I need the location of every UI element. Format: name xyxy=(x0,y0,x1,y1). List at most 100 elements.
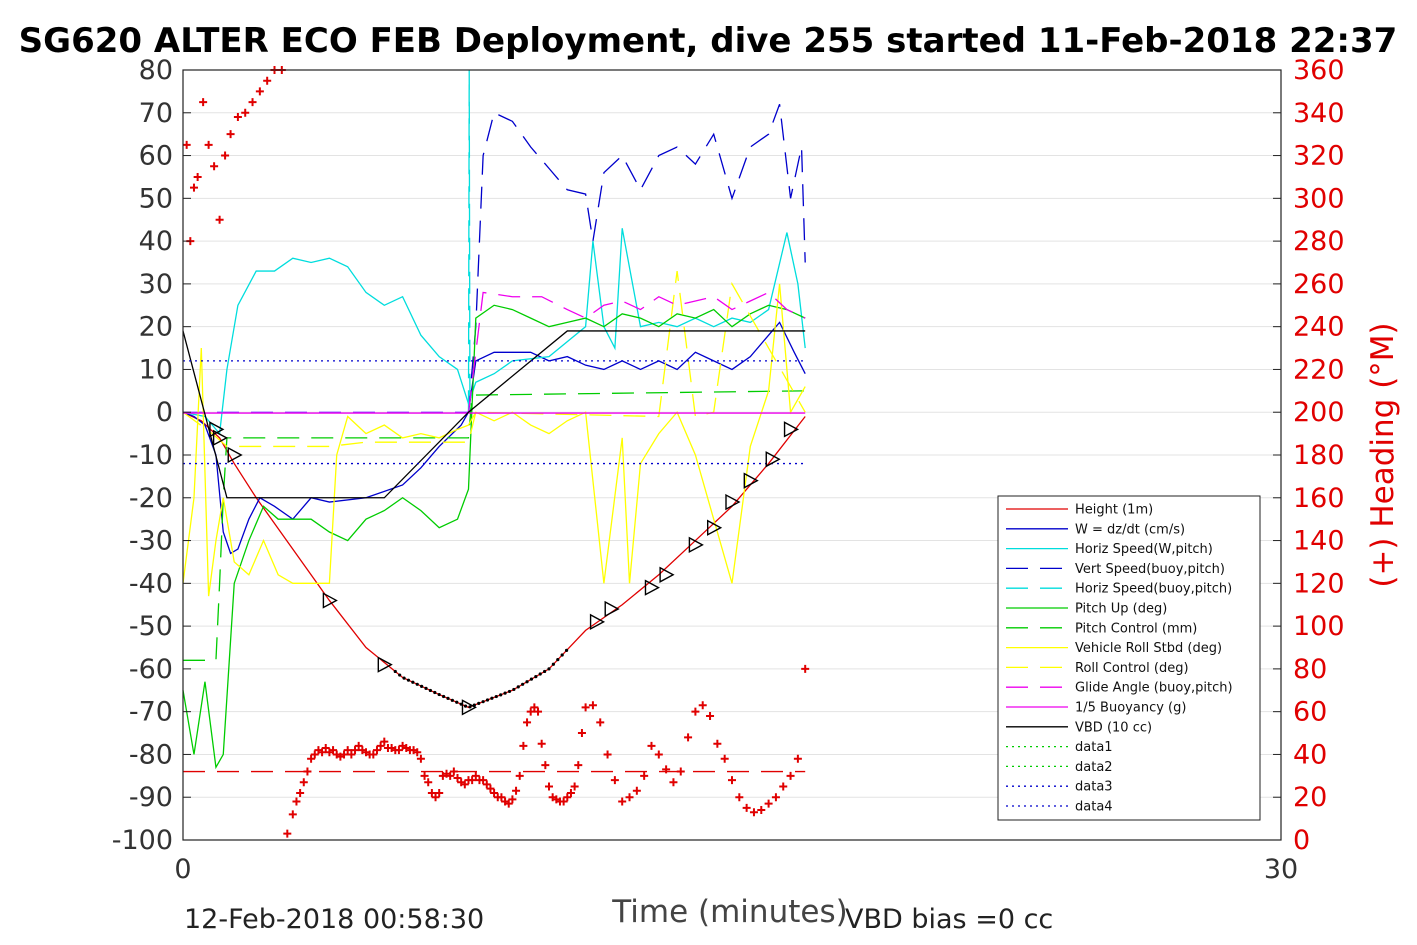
heading-point xyxy=(413,748,422,757)
right-tick-label: 120 xyxy=(1293,568,1345,599)
heading-point xyxy=(574,761,583,770)
legend-label: data4 xyxy=(1075,800,1113,815)
bottom-sample-point xyxy=(547,667,551,671)
bottom-sample-point xyxy=(507,689,512,694)
legend-label: Roll Control (deg) xyxy=(1075,661,1189,676)
heading-point xyxy=(460,780,469,789)
heading-point xyxy=(318,748,327,757)
heading-point xyxy=(380,737,389,746)
right-tick-label: 100 xyxy=(1293,611,1345,642)
x-tick-label: 0 xyxy=(174,854,191,885)
heading-point xyxy=(764,799,773,808)
right-tick-label: 280 xyxy=(1293,226,1345,257)
legend: Height (1m) W = dz/dt (cm/s) Horiz Speed(W… xyxy=(997,495,1261,821)
depth-marker xyxy=(212,429,229,447)
heading-point xyxy=(299,778,308,787)
bottom-sample-point xyxy=(393,669,397,674)
heading-point xyxy=(530,703,539,712)
heading-point xyxy=(283,829,292,838)
heading-point xyxy=(468,776,477,785)
left-tick-label: 60 xyxy=(139,141,173,172)
legend-label: Height (1m) xyxy=(1075,503,1153,518)
heading-point xyxy=(596,718,605,727)
heading-point xyxy=(263,76,272,85)
footer-vbd-bias: VBD bias =0 cc xyxy=(845,904,1053,935)
heading-point xyxy=(424,778,433,787)
heading-point xyxy=(523,718,532,727)
bottom-sample-point xyxy=(521,682,525,686)
heading-point xyxy=(541,761,550,770)
bottom-sample-point xyxy=(398,673,402,677)
heading-point xyxy=(684,733,693,742)
legend-box xyxy=(997,495,1261,821)
right-tick-label: 40 xyxy=(1293,739,1327,770)
heading-point xyxy=(563,793,572,802)
bottom-sample-point xyxy=(463,704,468,708)
left-tick-label: 10 xyxy=(139,354,173,385)
bottom-sample-point xyxy=(446,696,450,701)
heading-point xyxy=(720,754,729,763)
series-layer xyxy=(182,66,810,838)
right-axis-label: (+) Heading (°M) xyxy=(1365,322,1401,587)
bottom-sample-point xyxy=(437,692,441,697)
left-axis-ticks: 80 70 60 50 40 30 20 10 0 -10 -20 -30 -40 -50 -60 -70 -8… xyxy=(112,55,191,856)
heading-point xyxy=(449,767,458,776)
heading-point xyxy=(307,754,316,763)
legend-label: Glide Angle (buoy,pitch) xyxy=(1075,681,1233,696)
left-tick-label: -50 xyxy=(129,611,173,642)
heading-point xyxy=(255,87,264,96)
bottom-sample-point xyxy=(450,698,454,702)
x-axis-label: Time (minutes) xyxy=(611,894,847,930)
left-tick-label: 20 xyxy=(139,312,173,343)
depth-marker xyxy=(707,519,723,536)
heading-point xyxy=(566,788,575,797)
heading-point xyxy=(182,140,191,149)
bottom-sample-point xyxy=(411,680,415,684)
bottom-sample-point xyxy=(551,662,555,666)
heading-point xyxy=(486,784,495,793)
left-tick-label: -30 xyxy=(129,526,173,557)
bottom-sample-point xyxy=(503,691,507,695)
series-line-pitch-control-mm xyxy=(183,390,806,661)
heading-point xyxy=(226,130,235,139)
right-tick-label: 180 xyxy=(1293,440,1345,471)
heading-point xyxy=(588,701,597,710)
heading-point xyxy=(779,782,788,791)
right-tick-label: 20 xyxy=(1293,782,1327,813)
depth-marker xyxy=(688,536,704,554)
bottom-sample-point xyxy=(494,694,498,699)
series-line-w-dz-dt-cm-s xyxy=(182,321,806,555)
heading-point xyxy=(296,788,305,797)
heading-point xyxy=(786,771,795,780)
legend-label: Horiz Speed(W,pitch) xyxy=(1075,542,1213,557)
left-tick-label: -10 xyxy=(129,440,173,471)
heading-point xyxy=(221,151,230,160)
heading-point xyxy=(742,803,751,812)
heading-point xyxy=(233,113,242,122)
heading-point xyxy=(497,793,506,802)
right-tick-label: 200 xyxy=(1293,397,1345,428)
heading-point xyxy=(482,780,491,789)
heading-point xyxy=(625,793,634,802)
bottom-sample-point xyxy=(499,693,503,697)
heading-point xyxy=(394,746,403,755)
legend-label: Pitch Up (deg) xyxy=(1075,602,1167,617)
right-tick-label: 260 xyxy=(1293,269,1345,300)
series-line-glide-angle-buoy-pitch xyxy=(467,291,806,413)
heading-point xyxy=(416,754,425,763)
heading-point xyxy=(508,795,517,804)
right-tick-label: 240 xyxy=(1293,312,1345,343)
bottom-sample-point xyxy=(560,653,564,657)
legend-label: Vert Speed(buoy,pitch) xyxy=(1075,562,1225,577)
depth-marker xyxy=(589,613,606,631)
heading-point xyxy=(376,741,385,750)
chart-title: SG620 ALTER ECO FEB Deployment, dive 255… xyxy=(19,21,1398,61)
depth-marker xyxy=(659,566,675,583)
right-tick-label: 320 xyxy=(1293,141,1345,172)
heading-point xyxy=(199,98,208,107)
left-tick-label: -60 xyxy=(129,654,173,685)
heading-point xyxy=(329,746,338,755)
bottom-sample-point xyxy=(485,698,490,702)
heading-point xyxy=(369,750,378,759)
